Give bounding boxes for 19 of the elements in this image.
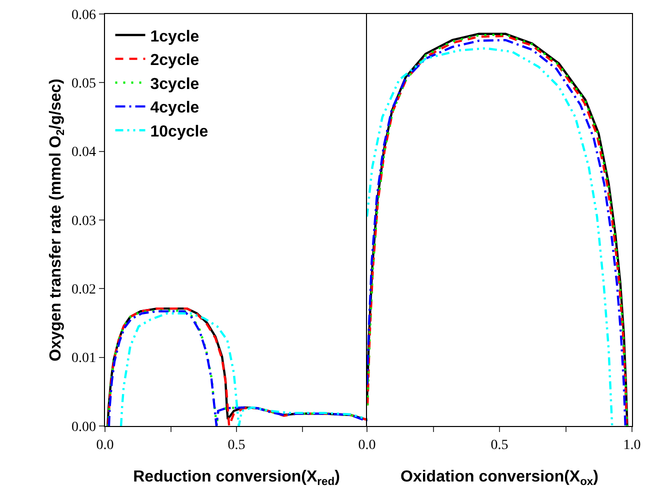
y-tick-label: 0.02 xyxy=(72,282,96,298)
legend-label: 10cycle xyxy=(150,123,208,140)
legend-label: 2cycle xyxy=(150,52,200,70)
y-tick-label: 0.00 xyxy=(72,420,96,435)
y-tick-label: 0.05 xyxy=(72,76,96,92)
legend-label: 4cycle xyxy=(150,100,200,117)
x-axis-title: Reduction conversion(X$_{red}$) xyxy=(133,468,340,488)
legend-label: 1cycle xyxy=(150,28,200,46)
y-tick-label: 0.01 xyxy=(72,351,96,366)
x-axis-title: Oxidation conversion(X$_{ox}$) xyxy=(400,468,598,488)
x-tick-label: 1.0 xyxy=(623,438,641,453)
x-tick-label: 0.0 xyxy=(96,438,114,453)
y-tick-label: 0.04 xyxy=(72,145,96,160)
x-tick-label: 0.5 xyxy=(490,438,508,453)
legend-label: 3cycle xyxy=(150,76,200,93)
x-tick-label: 0.0 xyxy=(358,438,376,453)
y-tick-label: 0.03 xyxy=(72,214,96,229)
x-tick-label: 0.5 xyxy=(228,438,246,453)
y-tick-label: 0.06 xyxy=(72,8,96,23)
